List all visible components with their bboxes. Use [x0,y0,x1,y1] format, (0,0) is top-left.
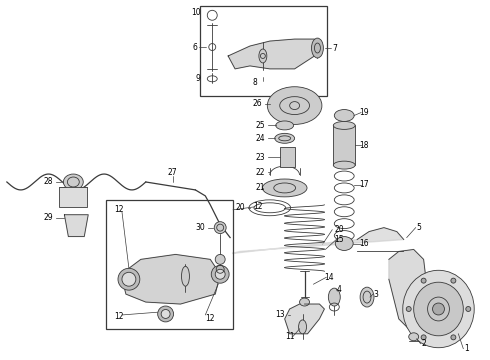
Bar [106,200,233,329]
Ellipse shape [161,310,170,319]
Ellipse shape [406,306,411,311]
Text: 1: 1 [464,344,468,353]
Ellipse shape [335,237,353,251]
Ellipse shape [403,270,474,348]
Text: 28: 28 [44,177,53,186]
Polygon shape [64,215,88,237]
Ellipse shape [214,222,226,234]
Text: 19: 19 [359,108,369,117]
Text: 29: 29 [44,213,53,222]
Ellipse shape [215,269,225,279]
Ellipse shape [328,288,340,306]
Text: 27: 27 [168,167,177,176]
Ellipse shape [360,287,374,307]
Text: 9: 9 [196,74,200,83]
Ellipse shape [451,335,456,340]
Ellipse shape [414,282,464,336]
Text: 14: 14 [324,273,334,282]
Text: 30: 30 [196,223,205,232]
Text: 2: 2 [421,339,426,348]
Text: 25: 25 [255,121,265,130]
Ellipse shape [181,266,190,286]
Text: 13: 13 [275,310,285,319]
Ellipse shape [211,265,229,283]
Ellipse shape [259,49,267,63]
Ellipse shape [276,121,294,130]
Text: 11: 11 [285,332,294,341]
Ellipse shape [421,335,426,340]
Text: 12: 12 [114,312,123,321]
Text: 8: 8 [252,78,257,87]
Ellipse shape [312,38,323,58]
Bar [59,187,87,207]
Bar [200,6,327,96]
Polygon shape [121,255,220,304]
Text: 5: 5 [416,223,421,232]
Text: 4: 4 [337,285,342,294]
Text: 16: 16 [359,239,369,248]
Text: 6: 6 [193,42,197,51]
Text: 12: 12 [205,314,215,323]
Text: 3: 3 [373,289,378,298]
Ellipse shape [421,278,426,283]
Text: 23: 23 [255,153,265,162]
Text: 22: 22 [255,167,265,176]
Text: 7: 7 [332,44,337,53]
Polygon shape [232,228,404,253]
Ellipse shape [333,121,355,129]
Ellipse shape [333,161,355,169]
Ellipse shape [298,320,307,334]
Ellipse shape [262,179,307,197]
Text: 20: 20 [335,225,344,234]
Polygon shape [389,249,427,329]
Polygon shape [228,39,315,69]
Ellipse shape [433,303,444,315]
Ellipse shape [299,298,310,306]
Ellipse shape [451,278,456,283]
Polygon shape [285,304,324,334]
Ellipse shape [215,255,225,264]
Text: 17: 17 [359,180,369,189]
Ellipse shape [118,268,140,290]
Text: 21: 21 [255,184,265,193]
Text: 18: 18 [359,141,369,150]
Bar [280,147,294,167]
Text: 10: 10 [191,8,200,17]
Ellipse shape [409,333,418,341]
Ellipse shape [466,306,471,311]
Text: 26: 26 [252,99,262,108]
Ellipse shape [63,174,83,190]
Text: 15: 15 [335,235,344,244]
Ellipse shape [158,306,173,322]
Text: 12: 12 [114,205,123,214]
Ellipse shape [122,272,136,286]
Text: 24: 24 [255,134,265,143]
Ellipse shape [268,87,322,125]
Bar [333,125,355,165]
Ellipse shape [275,133,294,143]
Text: 20: 20 [235,203,245,212]
Ellipse shape [334,109,354,121]
Text: 12: 12 [253,202,263,211]
